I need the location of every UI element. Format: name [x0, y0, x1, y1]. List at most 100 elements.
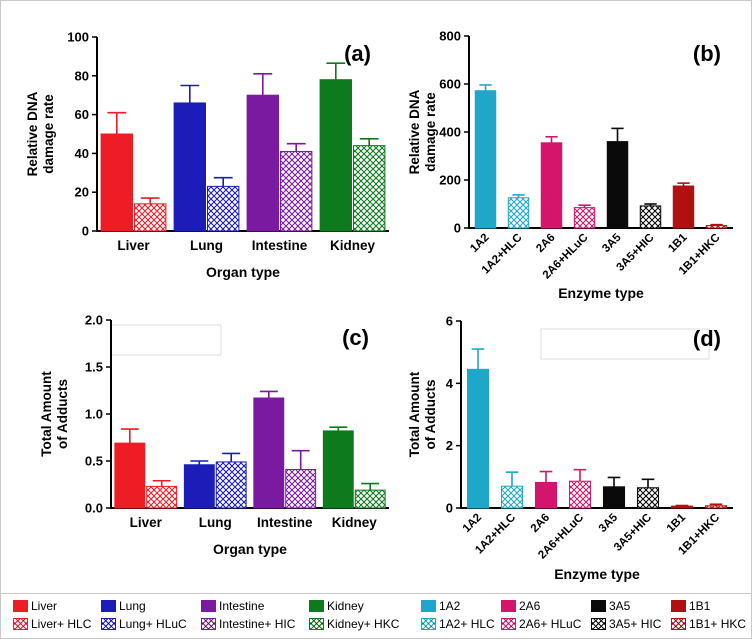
x-tick-label: Lung [199, 515, 232, 530]
legend-item: Lung [101, 599, 146, 613]
x-tick-label: 3A5 [600, 231, 624, 255]
legend-swatch [421, 600, 436, 612]
y-tick-label: 40 [75, 146, 89, 161]
legend-item: Intestine+ HIC [201, 617, 295, 631]
legend-swatch [671, 600, 686, 612]
panel-label: (d) [693, 326, 721, 351]
legend-item: 3A5+ HIC [591, 617, 661, 631]
chart-1: 0 200 400 600 800 Relative DNAdamage rate (b) 1… [407, 29, 733, 301]
x-tick-label: Intestine [252, 238, 308, 253]
y-tick-label: 6 [446, 314, 453, 329]
legend-swatch [421, 618, 436, 630]
y-tick-label: 2 [446, 438, 453, 453]
legend-item: Liver [13, 599, 57, 613]
legend-item: Liver+ HLC [13, 617, 91, 631]
bar [534, 481, 558, 509]
legend-swatch [501, 618, 516, 630]
bar [670, 505, 694, 509]
legend-item: 1A2 [421, 599, 460, 613]
bar-hatched [573, 207, 596, 229]
bar [183, 464, 215, 509]
legend-swatch [309, 600, 324, 612]
legend-swatch [101, 600, 116, 612]
x-axis-title: Organ type [206, 264, 280, 280]
x-axis-title: Enzyme type [554, 566, 640, 582]
x-tick-label: 3A5+HIC [612, 512, 654, 554]
y-tick-label: 0.5 [85, 454, 103, 469]
y-tick-label: 1.5 [85, 360, 103, 375]
legend-label: 2A6 [519, 599, 541, 613]
legend-swatch [201, 600, 216, 612]
y-tick-label: 100 [67, 30, 89, 45]
x-axis-title: Enzyme type [558, 285, 644, 301]
legend-label: 1B1+ HKC [689, 617, 747, 631]
y-tick-label: 600 [439, 77, 461, 92]
x-tick-label: Kidney [330, 238, 376, 253]
legend-swatch [13, 600, 28, 612]
y-tick-label: 400 [439, 125, 461, 140]
legend-label: Liver [31, 599, 58, 613]
legend-item: 1A2+ HLC [421, 617, 495, 631]
y-tick-label: 80 [75, 68, 89, 83]
placeholder-box [540, 328, 710, 360]
y-axis-title: Relative DNAdamage rate [25, 91, 56, 176]
legend-label: 2A6+ HLuC [519, 617, 582, 631]
bar-hatched [146, 485, 178, 509]
y-tick-label: 0 [446, 501, 453, 516]
bar-hatched [704, 505, 728, 509]
legend-label: 1B1 [689, 599, 711, 613]
legend-label: Lung+ HLuC [119, 617, 187, 631]
legend-label: 3A5 [609, 599, 631, 613]
legend-label: 1A2 [439, 599, 461, 613]
y-tick-label: 800 [439, 29, 461, 44]
y-tick-label: 0.0 [85, 501, 103, 516]
legend: Liver Liver+ HLC Lung Lung+ HLuC Intestine In… [1, 593, 751, 639]
panel-label: (b) [693, 41, 721, 66]
bar-hatched [500, 485, 524, 509]
bar-hatched [353, 145, 386, 232]
legend-label: Intestine [219, 599, 265, 613]
legend-item: 1B1 [671, 599, 710, 613]
bar [253, 397, 285, 509]
bar [602, 486, 626, 509]
x-tick-label: Intestine [257, 515, 313, 530]
bar-hatched [636, 487, 660, 509]
legend-label: Liver+ HLC [31, 617, 92, 631]
legend-item: 2A6 [501, 599, 540, 613]
x-tick-label: Lung [190, 238, 223, 253]
bar-hatched [354, 489, 386, 509]
bar-hatched [507, 197, 530, 229]
bar [114, 442, 146, 509]
bar [173, 102, 206, 232]
y-axis-title: Relative DNAdamage rate [407, 89, 438, 174]
bar-hatched [285, 468, 317, 509]
y-tick-label: 4 [446, 376, 454, 391]
x-tick-label: Liver [130, 515, 163, 530]
bar [246, 94, 279, 232]
bar-hatched [705, 225, 728, 229]
x-tick-label: 2A6 [534, 232, 557, 255]
legend-label: 3A5+ HIC [609, 617, 662, 631]
legend-swatch [591, 600, 606, 612]
legend-label: Intestine+ HIC [219, 617, 296, 631]
x-tick-label: 1B1 [665, 511, 689, 535]
placeholder-box [110, 324, 222, 356]
x-tick-label: Liver [117, 238, 150, 253]
legend-item: 1B1+ HKC [671, 617, 746, 631]
legend-swatch [501, 600, 516, 612]
y-tick-label: 1.0 [85, 407, 103, 422]
panel-label: (a) [344, 41, 371, 66]
bar [466, 368, 490, 509]
x-tick-label: 3A5 [597, 511, 621, 535]
legend-label: 1A2+ HLC [439, 617, 495, 631]
legend-swatch [671, 618, 686, 630]
legend-item: Kidney [309, 599, 364, 613]
bar-hatched [568, 480, 592, 509]
y-tick-label: 0 [454, 221, 461, 236]
legend-label: Kidney+ HKC [327, 617, 400, 631]
chart-2: 0.0 0.5 1.0 1.5 2.0 Total Amountof Adducts (c)… [39, 313, 389, 557]
chart-0: 0 20 40 60 80 100 Relative DNAdamage rate (a) Li… [25, 30, 389, 280]
